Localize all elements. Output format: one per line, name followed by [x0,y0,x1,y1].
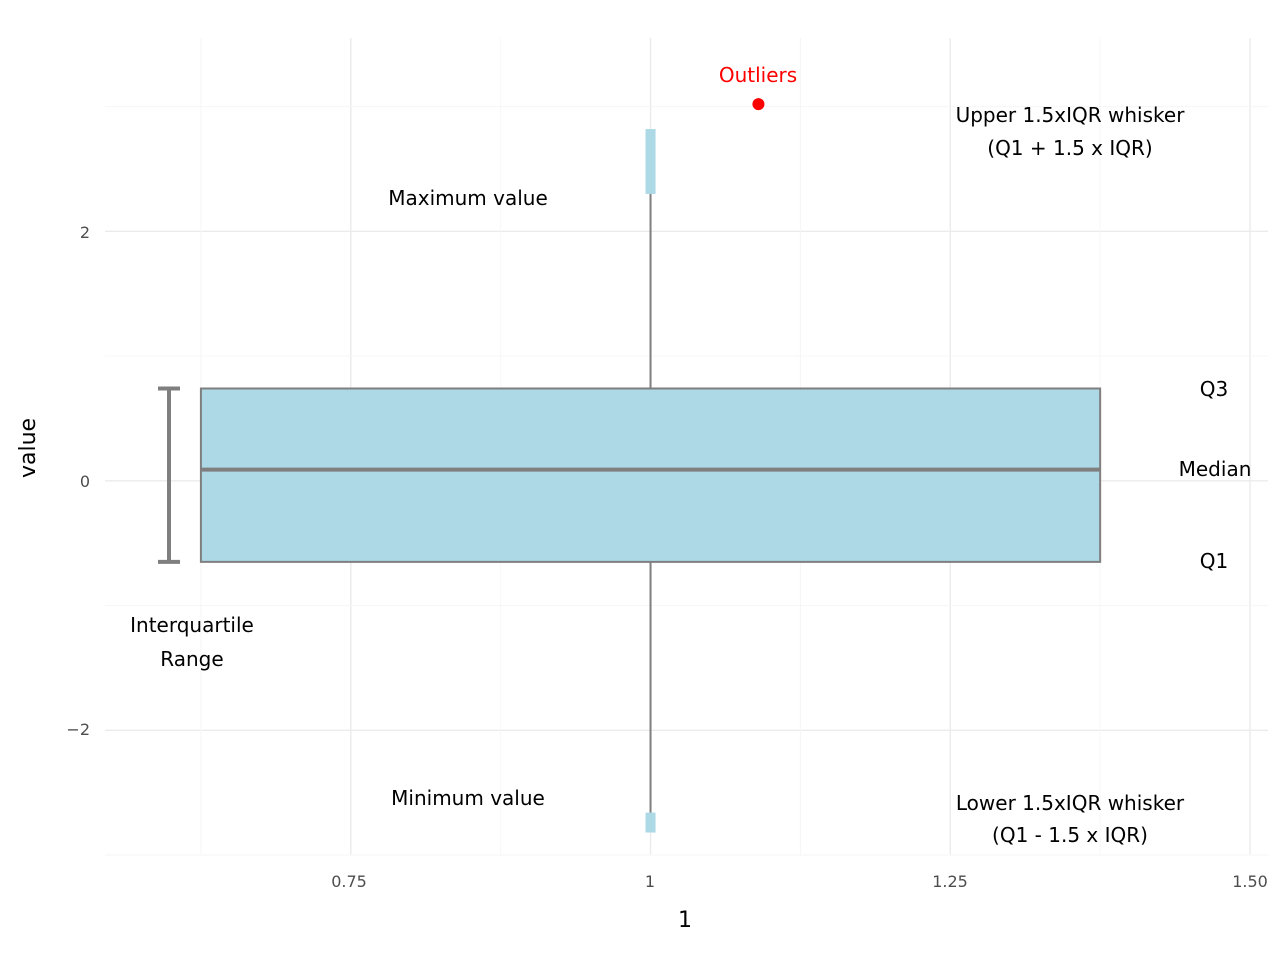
y-tick-label: 0 [80,472,90,491]
lower-tail-segment [645,812,656,833]
x-tick-label: 1.50 [1232,872,1268,891]
x-axis-title: 1 [678,908,692,933]
minimum-value-label: Minimum value [391,786,545,810]
q3-label: Q3 [1200,377,1228,401]
lower-whisker-label-line2: (Q1 - 1.5 x IQR) [992,823,1148,847]
x-tick-label: 1.25 [932,872,968,891]
outliers-label: Outliers [719,63,797,87]
y-tick-label: 2 [80,223,90,242]
x-tick-labels: 0.75 1 1.25 1.50 [331,872,1268,891]
y-tick-label: −2 [66,720,90,739]
maximum-value-label: Maximum value [388,186,548,210]
lower-whisker-label-line1: Lower 1.5xIQR whisker [956,791,1185,815]
iqr-label-line1: Interquartile [130,613,254,637]
x-tick-label: 0.75 [331,872,367,891]
x-tick-label: 1 [645,872,655,891]
iqr-box [199,387,1102,563]
q1-label: Q1 [1200,549,1228,573]
median-label: Median [1179,457,1252,481]
y-axis-title: value [16,418,41,478]
upper-whisker-label-line1: Upper 1.5xIQR whisker [956,103,1186,127]
y-tick-labels: −2 0 2 [66,223,90,739]
box-plot-marks [158,98,1102,833]
upper-tail-segment [645,129,656,194]
upper-whisker-label-line2: (Q1 + 1.5 x IQR) [987,136,1152,160]
iqr-label-line2: Range [160,647,223,671]
outlier-point [752,98,765,111]
